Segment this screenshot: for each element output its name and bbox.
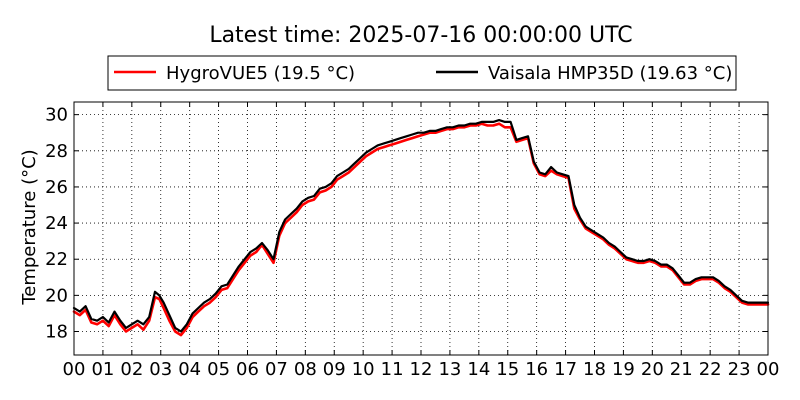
x-tick-label: 05 <box>207 359 230 380</box>
legend-box <box>107 55 737 91</box>
y-tick-label: 28 <box>45 141 68 162</box>
plot-area: 00 01 02 03 04 05 06 07 08 09 10 11 12 13 14 15 16 17 18 19… <box>45 101 780 380</box>
x-tick-label: 23 <box>728 359 751 380</box>
x-tick-label: 22 <box>699 359 722 380</box>
y-tick-label: 18 <box>45 322 68 343</box>
x-tick-label: 00 <box>757 359 780 380</box>
x-tick-label: 08 <box>294 359 317 380</box>
legend-label-hygrovue5: HygroVUE5 (19.5 °C) <box>166 63 355 84</box>
x-tick-label: 13 <box>438 359 461 380</box>
x-tick-label: 16 <box>525 359 548 380</box>
x-tick-label: 10 <box>352 359 375 380</box>
series-line-hygrovue5 <box>72 122 770 337</box>
plot-frame <box>73 101 769 356</box>
x-tick-label: 01 <box>91 359 114 380</box>
x-tick-label: 06 <box>236 359 259 380</box>
x-tick-label: 14 <box>467 359 490 380</box>
x-tick-label: 17 <box>554 359 577 380</box>
y-tick-label: 26 <box>45 177 68 198</box>
y-axis-label: Temperature (°C) <box>19 149 40 305</box>
y-tick-label: 24 <box>45 213 68 234</box>
x-tick-label: 09 <box>323 359 346 380</box>
series-line-vaisala <box>72 118 770 333</box>
x-tick-label: 20 <box>641 359 664 380</box>
x-tick-label: 02 <box>120 359 143 380</box>
plot-background <box>74 102 768 355</box>
x-tick-label: 12 <box>410 359 433 380</box>
x-tick-label: 21 <box>670 359 693 380</box>
y-tick-label: 20 <box>45 285 68 306</box>
y-tick-label: 22 <box>45 249 68 270</box>
x-tick-label: 19 <box>612 359 635 380</box>
x-tick-label: 15 <box>496 359 519 380</box>
legend-label-vaisala: Vaisala HMP35D (19.63 °C) <box>488 63 732 84</box>
x-tick-label: 18 <box>583 359 606 380</box>
chart-title: Latest time: 2025-07-16 00:00:00 UTC <box>209 23 632 48</box>
x-tick-label: 04 <box>178 359 201 380</box>
y-tick-label: 30 <box>45 105 68 126</box>
x-tick-label: 11 <box>381 359 404 380</box>
x-tick-label: 07 <box>265 359 288 380</box>
x-tick-label: 00 <box>63 359 86 380</box>
legend: HygroVUE5 (19.5 °C) Vaisala HMP35D (19.6… <box>107 55 737 91</box>
x-tick-label: 03 <box>149 359 172 380</box>
